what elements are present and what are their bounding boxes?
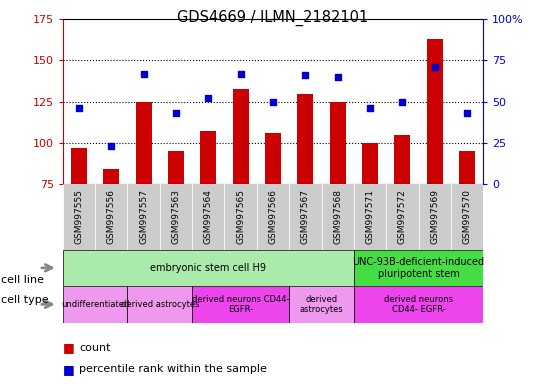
Point: [107, 143, 116, 149]
Text: GSM997557: GSM997557: [139, 189, 148, 245]
Point: [236, 71, 245, 77]
Point: [333, 74, 342, 80]
Bar: [160, 184, 192, 250]
Text: GSM997571: GSM997571: [365, 189, 375, 245]
Text: count: count: [79, 343, 111, 353]
Text: derived neurons CD44-
EGFR-: derived neurons CD44- EGFR-: [192, 295, 289, 314]
Text: GSM997566: GSM997566: [269, 189, 277, 245]
Bar: [200, 131, 216, 184]
Text: GSM997572: GSM997572: [398, 190, 407, 244]
Text: cell type: cell type: [1, 295, 49, 305]
Text: embryonic stem cell H9: embryonic stem cell H9: [150, 263, 266, 273]
Bar: [127, 286, 192, 323]
Text: UNC-93B-deficient-induced
pluripotent stem: UNC-93B-deficient-induced pluripotent st…: [353, 257, 485, 279]
Text: GSM997564: GSM997564: [204, 190, 213, 244]
Text: cell line: cell line: [1, 275, 44, 285]
Bar: [63, 286, 127, 323]
Bar: [192, 286, 289, 323]
Text: percentile rank within the sample: percentile rank within the sample: [79, 364, 267, 374]
Bar: [330, 102, 346, 184]
Point: [462, 110, 471, 116]
Point: [398, 99, 407, 105]
Point: [430, 64, 439, 70]
Bar: [103, 169, 120, 184]
Text: derived
astrocytes: derived astrocytes: [300, 295, 343, 314]
Bar: [71, 148, 87, 184]
Bar: [459, 151, 475, 184]
Bar: [419, 184, 451, 250]
Text: GSM997565: GSM997565: [236, 189, 245, 245]
Bar: [135, 102, 152, 184]
Text: ■: ■: [63, 363, 75, 376]
Bar: [386, 184, 419, 250]
Bar: [297, 94, 313, 184]
Point: [301, 72, 310, 78]
Bar: [168, 151, 184, 184]
Text: GSM997555: GSM997555: [74, 189, 84, 245]
Bar: [289, 184, 322, 250]
Bar: [265, 133, 281, 184]
Text: GDS4669 / ILMN_2182101: GDS4669 / ILMN_2182101: [177, 10, 369, 26]
Text: ■: ■: [63, 341, 75, 354]
Point: [366, 105, 375, 111]
Text: undifferentiated: undifferentiated: [61, 300, 129, 309]
Text: GSM997570: GSM997570: [462, 189, 472, 245]
Bar: [362, 143, 378, 184]
Bar: [354, 184, 386, 250]
Bar: [127, 184, 160, 250]
Point: [139, 71, 148, 77]
Bar: [63, 250, 354, 286]
Bar: [426, 39, 443, 184]
Point: [75, 105, 84, 111]
Bar: [322, 184, 354, 250]
Text: GSM997567: GSM997567: [301, 189, 310, 245]
Text: GSM997563: GSM997563: [171, 189, 181, 245]
Text: GSM997556: GSM997556: [107, 189, 116, 245]
Text: GSM997568: GSM997568: [333, 189, 342, 245]
Bar: [289, 286, 354, 323]
Bar: [224, 184, 257, 250]
Text: derived neurons
CD44- EGFR-: derived neurons CD44- EGFR-: [384, 295, 453, 314]
Bar: [354, 250, 483, 286]
Bar: [257, 184, 289, 250]
Bar: [63, 184, 95, 250]
Bar: [95, 184, 127, 250]
Bar: [233, 89, 249, 184]
Bar: [354, 286, 483, 323]
Text: derived astrocytes: derived astrocytes: [121, 300, 199, 309]
Point: [171, 110, 180, 116]
Text: GSM997569: GSM997569: [430, 189, 439, 245]
Point: [269, 99, 277, 105]
Bar: [394, 135, 411, 184]
Point: [204, 95, 213, 101]
Bar: [192, 184, 224, 250]
Bar: [451, 184, 483, 250]
